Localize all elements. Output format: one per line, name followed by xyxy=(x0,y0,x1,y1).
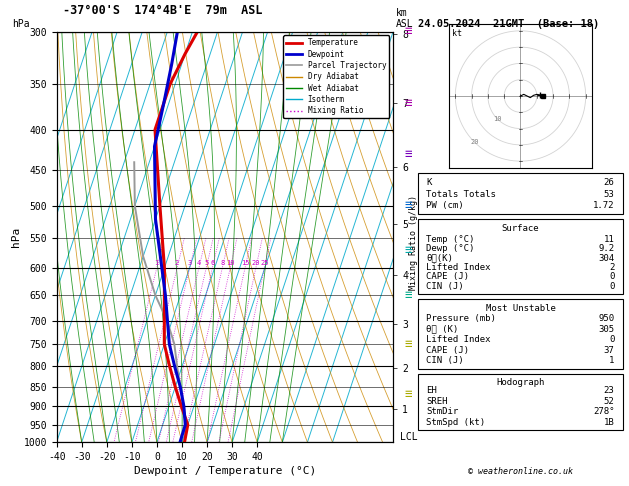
Text: ≡: ≡ xyxy=(404,388,412,401)
Text: Most Unstable: Most Unstable xyxy=(486,304,555,313)
Text: 26: 26 xyxy=(604,178,615,187)
FancyBboxPatch shape xyxy=(418,299,623,369)
Text: ≡: ≡ xyxy=(404,338,412,350)
Text: ≡: ≡ xyxy=(404,148,412,161)
Text: 305: 305 xyxy=(598,325,615,333)
Text: 0: 0 xyxy=(609,272,615,281)
Text: © weatheronline.co.uk: © weatheronline.co.uk xyxy=(468,467,573,476)
Text: 23: 23 xyxy=(604,386,615,396)
Text: 0: 0 xyxy=(609,282,615,291)
FancyBboxPatch shape xyxy=(418,219,623,294)
Text: 52: 52 xyxy=(604,397,615,406)
Text: SREH: SREH xyxy=(426,397,448,406)
Text: Hodograph: Hodograph xyxy=(496,378,545,387)
Text: CIN (J): CIN (J) xyxy=(426,282,464,291)
Text: ≡: ≡ xyxy=(404,244,412,257)
Text: 10: 10 xyxy=(493,116,502,122)
Text: kt: kt xyxy=(452,29,462,38)
Text: CAPE (J): CAPE (J) xyxy=(426,346,469,355)
Text: ≡: ≡ xyxy=(404,289,412,302)
Text: 8: 8 xyxy=(220,260,225,266)
Text: StmDir: StmDir xyxy=(426,407,459,417)
Text: Lifted Index: Lifted Index xyxy=(426,263,491,272)
Text: 5: 5 xyxy=(204,260,208,266)
Text: 1: 1 xyxy=(609,356,615,365)
Text: 11: 11 xyxy=(604,235,615,243)
Text: θᴄ(K): θᴄ(K) xyxy=(426,254,454,262)
Text: 20: 20 xyxy=(470,139,479,145)
Text: Mixing Ratio (g/kg): Mixing Ratio (g/kg) xyxy=(409,195,418,291)
Text: 10: 10 xyxy=(226,260,235,266)
Text: ≡: ≡ xyxy=(404,25,412,38)
Text: Lifted Index: Lifted Index xyxy=(426,335,491,344)
Text: 1: 1 xyxy=(155,260,159,266)
Text: hPa: hPa xyxy=(13,19,30,29)
Text: 20: 20 xyxy=(252,260,260,266)
Text: 1.72: 1.72 xyxy=(593,201,615,210)
X-axis label: Dewpoint / Temperature (°C): Dewpoint / Temperature (°C) xyxy=(134,466,316,476)
Text: CAPE (J): CAPE (J) xyxy=(426,272,469,281)
Text: 950: 950 xyxy=(598,314,615,323)
Text: LCL: LCL xyxy=(400,432,418,442)
FancyBboxPatch shape xyxy=(418,173,623,214)
Text: km
ASL: km ASL xyxy=(396,8,414,29)
Text: 4: 4 xyxy=(197,260,201,266)
Text: PW (cm): PW (cm) xyxy=(426,201,464,210)
Text: -37°00'S  174°4B'E  79m  ASL: -37°00'S 174°4B'E 79m ASL xyxy=(63,4,262,17)
Text: StmSpd (kt): StmSpd (kt) xyxy=(426,418,486,427)
Text: 0: 0 xyxy=(609,335,615,344)
Text: 15: 15 xyxy=(241,260,249,266)
Text: 2: 2 xyxy=(609,263,615,272)
Text: Pressure (mb): Pressure (mb) xyxy=(426,314,496,323)
Text: CIN (J): CIN (J) xyxy=(426,356,464,365)
Text: 53: 53 xyxy=(604,190,615,199)
Text: 25: 25 xyxy=(260,260,269,266)
Text: θᴄ (K): θᴄ (K) xyxy=(426,325,459,333)
Text: 24.05.2024  21GMT  (Base: 18): 24.05.2024 21GMT (Base: 18) xyxy=(418,19,599,30)
Text: K: K xyxy=(426,178,432,187)
Text: 9.2: 9.2 xyxy=(598,244,615,253)
Text: Dewp (°C): Dewp (°C) xyxy=(426,244,475,253)
Text: ≡: ≡ xyxy=(404,199,412,212)
Text: 278°: 278° xyxy=(593,407,615,417)
Text: 1B: 1B xyxy=(604,418,615,427)
Y-axis label: hPa: hPa xyxy=(11,227,21,247)
Legend: Temperature, Dewpoint, Parcel Trajectory, Dry Adiabat, Wet Adiabat, Isotherm, Mi: Temperature, Dewpoint, Parcel Trajectory… xyxy=(283,35,389,118)
Text: 2: 2 xyxy=(175,260,179,266)
Text: Temp (°C): Temp (°C) xyxy=(426,235,475,243)
Text: ≡: ≡ xyxy=(404,97,412,110)
Text: 6: 6 xyxy=(210,260,214,266)
Text: 304: 304 xyxy=(598,254,615,262)
Text: Totals Totals: Totals Totals xyxy=(426,190,496,199)
Text: EH: EH xyxy=(426,386,437,396)
Text: 37: 37 xyxy=(604,346,615,355)
Text: 3: 3 xyxy=(187,260,192,266)
FancyBboxPatch shape xyxy=(418,374,623,430)
Text: Surface: Surface xyxy=(502,224,539,233)
